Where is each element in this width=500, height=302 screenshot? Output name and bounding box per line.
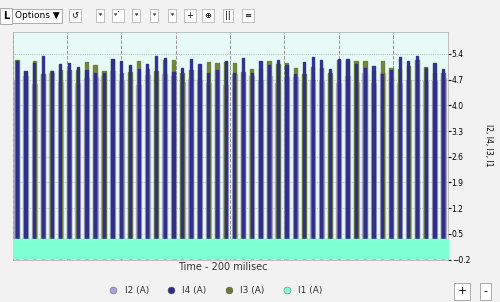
Y-axis label: I2, I4, I3, I1: I2, I4, I3, I1 <box>484 124 493 167</box>
Text: ||: || <box>225 11 231 20</box>
Text: L: L <box>3 11 9 21</box>
Text: I4 (A): I4 (A) <box>182 286 206 295</box>
Text: -: - <box>484 286 488 297</box>
Text: Time - 200 milisec: Time - 200 milisec <box>178 262 267 272</box>
Text: ᵠ: ᵠ <box>152 11 156 20</box>
Text: ᵠ: ᵠ <box>98 11 102 20</box>
Text: ᵠ: ᵠ <box>170 11 173 20</box>
Text: ⊕: ⊕ <box>204 11 212 20</box>
Text: ↺: ↺ <box>72 11 78 20</box>
Text: ᵠ˙: ᵠ˙ <box>114 11 122 20</box>
Text: ≡: ≡ <box>244 11 252 20</box>
Text: ᵠ: ᵠ <box>134 11 138 20</box>
Text: +: + <box>458 286 467 297</box>
Text: I3 (A): I3 (A) <box>240 286 264 295</box>
Text: +: + <box>186 11 194 20</box>
Text: I2 (A): I2 (A) <box>124 286 149 295</box>
Text: I1 (A): I1 (A) <box>298 286 322 295</box>
Text: Options ▼: Options ▼ <box>14 11 60 20</box>
